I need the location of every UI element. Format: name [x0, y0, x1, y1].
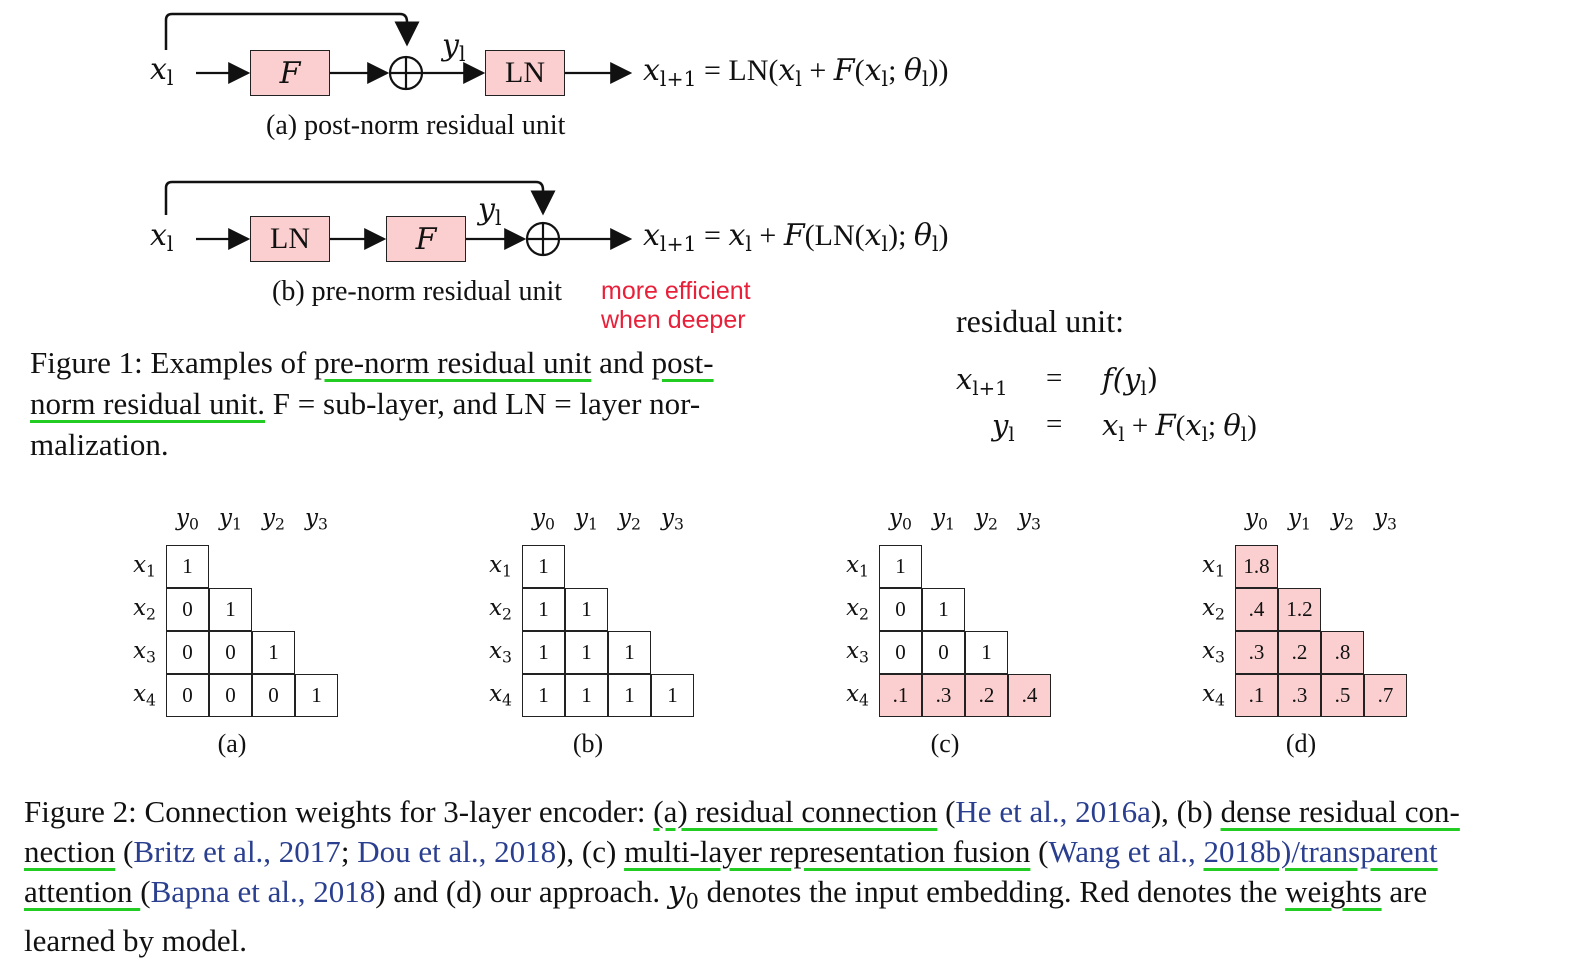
fig2-caption: Figure 2: Connection weights for 3-layer… — [24, 794, 1460, 959]
grid-col-label: y0 — [532, 505, 555, 534]
grid-row-label: x4 — [846, 681, 869, 710]
grid-col-label: y0 — [176, 505, 199, 534]
grid-cell: .3 — [1278, 674, 1321, 717]
grid-cell: .3 — [1235, 631, 1278, 674]
fig1a-y-label: yl — [442, 28, 466, 67]
grid-cell: .4 — [1008, 674, 1051, 717]
fig1b-layernorm-box: LN — [250, 216, 330, 262]
fig1a-caption: (a) post-norm residual unit — [266, 110, 566, 141]
residual-eq-row1: xl+1 = f(yl) — [956, 362, 1159, 400]
grid-caption: (c) — [930, 729, 960, 758]
fig1-caption: Figure 1: Examples of pre-norm residual … — [30, 345, 714, 462]
grid-col-label: y1 — [932, 505, 955, 534]
grid-col-label: y2 — [618, 505, 641, 534]
grid-row-label: x2 — [846, 595, 869, 624]
grid-cell: 0 — [209, 631, 252, 674]
fig1a-arrows — [164, 12, 633, 91]
grid-row-label: x4 — [1202, 681, 1225, 710]
grid-cell: 1 — [522, 631, 565, 674]
grid-row-label: x2 — [133, 595, 156, 624]
grid-cell: .2 — [1278, 631, 1321, 674]
grid-col-label: y1 — [1288, 505, 1311, 534]
grid-col-label: y0 — [889, 505, 912, 534]
grid-col-label: y2 — [975, 505, 998, 534]
fig1a-equation: xl+1 = LN(xl + F(xl; θl)) — [643, 53, 949, 92]
grid-cell: 1 — [922, 588, 965, 631]
grid-cell: 1 — [565, 674, 608, 717]
grid-caption: (b) — [572, 729, 604, 758]
grid-cell: 1 — [252, 631, 295, 674]
fig1b-input-label: xl — [150, 218, 174, 257]
grid-cell: .4 — [1235, 588, 1278, 631]
residual-eq-row2: yl = xl + F(xl; θl) — [992, 408, 1257, 446]
grid-caption: (a) — [217, 729, 247, 758]
grid-col-label: y3 — [661, 505, 684, 534]
grid-cell: 0 — [166, 588, 209, 631]
residual-unit-title: residual unit: — [956, 303, 1124, 339]
fig1b-arrows — [164, 180, 633, 257]
grid-col-label: y3 — [1374, 505, 1397, 534]
grid-col-label: y3 — [305, 505, 328, 534]
fig1b-note: more efficient when deeper — [601, 277, 751, 334]
grid-col-label: y3 — [1018, 505, 1041, 534]
grid-row-label: x2 — [1202, 595, 1225, 624]
grid-cell: 0 — [922, 631, 965, 674]
grid-cell: .3 — [922, 674, 965, 717]
grid-cell: 1 — [166, 545, 209, 588]
grid-row-label: x3 — [1202, 638, 1225, 667]
grid-col-label: y2 — [1331, 505, 1354, 534]
fig1a-layernorm-box: LN — [485, 50, 565, 96]
grid-row-label: x1 — [133, 552, 156, 581]
grid-row-label: x4 — [133, 681, 156, 710]
grid-cell: 1 — [565, 588, 608, 631]
fig1b-y-label: yl — [478, 192, 502, 231]
grid-cell: 1 — [295, 674, 338, 717]
grid-col-label: y2 — [262, 505, 285, 534]
grid-cell: 1 — [209, 588, 252, 631]
grid-row-label: x3 — [846, 638, 869, 667]
grid-cell: 0 — [879, 631, 922, 674]
grid-col-label: y1 — [219, 505, 242, 534]
grid-cell: .8 — [1321, 631, 1364, 674]
grid-cell: 1 — [522, 588, 565, 631]
grid-cell: 1 — [608, 631, 651, 674]
grid-row-label: x4 — [489, 681, 512, 710]
grid-cell: 0 — [166, 674, 209, 717]
fig1a-input-label: xl — [150, 52, 174, 91]
fig1b-sublayer-box: F — [386, 216, 466, 262]
grid-cell: .5 — [1321, 674, 1364, 717]
grid-cell: 0 — [252, 674, 295, 717]
grid-cell: 1 — [522, 545, 565, 588]
grid-cell: 1 — [965, 631, 1008, 674]
fig1b-equation: xl+1 = xl + F(LN(xl); θl) — [643, 218, 949, 257]
grid-cell: .2 — [965, 674, 1008, 717]
fig1b-caption: (b) pre-norm residual unit — [272, 276, 563, 307]
grid-cell: 1 — [608, 674, 651, 717]
grid-cell: 1.8 — [1235, 545, 1278, 588]
grid-cell: 0 — [166, 631, 209, 674]
grid-row-label: x2 — [489, 595, 512, 624]
grid-caption: (d) — [1285, 729, 1317, 758]
grid-col-label: y0 — [1245, 505, 1268, 534]
grid-row-label: x3 — [489, 638, 512, 667]
grid-cell: 1 — [565, 631, 608, 674]
grid-col-label: y1 — [575, 505, 598, 534]
grid-cell: 1 — [651, 674, 694, 717]
grid-row-label: x1 — [489, 552, 512, 581]
grid-row-label: x1 — [846, 552, 869, 581]
grid-row-label: x1 — [1202, 552, 1225, 581]
grid-cell: .1 — [879, 674, 922, 717]
grid-cell: 1 — [879, 545, 922, 588]
grid-row-label: x3 — [133, 638, 156, 667]
grid-cell: 1 — [522, 674, 565, 717]
grid-cell: .7 — [1364, 674, 1407, 717]
fig1a-sublayer-box: F — [250, 50, 330, 96]
grid-cell: 0 — [209, 674, 252, 717]
grid-cell: 0 — [879, 588, 922, 631]
grid-cell: .1 — [1235, 674, 1278, 717]
grid-cell: 1.2 — [1278, 588, 1321, 631]
